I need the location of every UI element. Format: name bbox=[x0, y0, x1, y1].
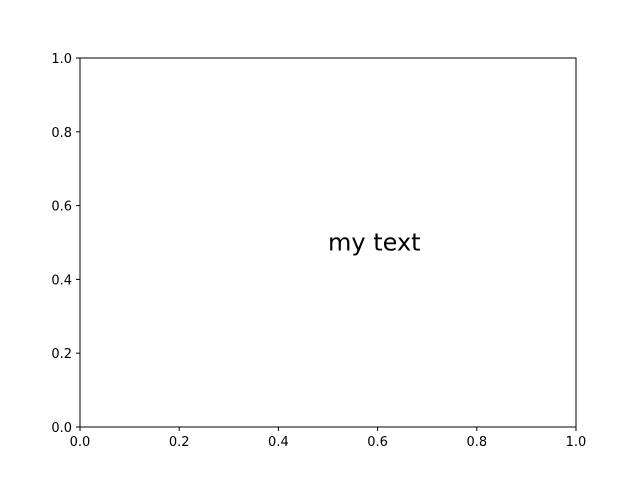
axes-frame bbox=[79, 57, 577, 428]
x-tick-label: 1.0 bbox=[566, 435, 587, 450]
y-tick-label: 1.0 bbox=[51, 52, 72, 67]
x-tick-label: 0.8 bbox=[466, 435, 487, 450]
x-tick-label: 0.6 bbox=[367, 435, 388, 450]
y-tick-label: 0.2 bbox=[51, 347, 72, 362]
y-tick-label: 0.8 bbox=[51, 126, 72, 141]
y-tick-label: 0.0 bbox=[51, 421, 72, 436]
plot-area bbox=[79, 57, 577, 428]
y-tick-label: 0.6 bbox=[51, 200, 72, 215]
annotation-text: my text bbox=[328, 229, 421, 257]
x-tick-label: 0.4 bbox=[268, 435, 289, 450]
x-tick-label: 0.2 bbox=[169, 435, 190, 450]
x-tick-label: 0.0 bbox=[70, 435, 91, 450]
y-axis: 0.0 0.2 0.4 0.6 0.8 1.0 bbox=[51, 52, 80, 436]
y-tick-label: 0.4 bbox=[51, 273, 72, 288]
x-axis: 0.0 0.2 0.4 0.6 0.8 1.0 bbox=[70, 427, 587, 450]
annotations-layer: my text bbox=[328, 229, 421, 257]
